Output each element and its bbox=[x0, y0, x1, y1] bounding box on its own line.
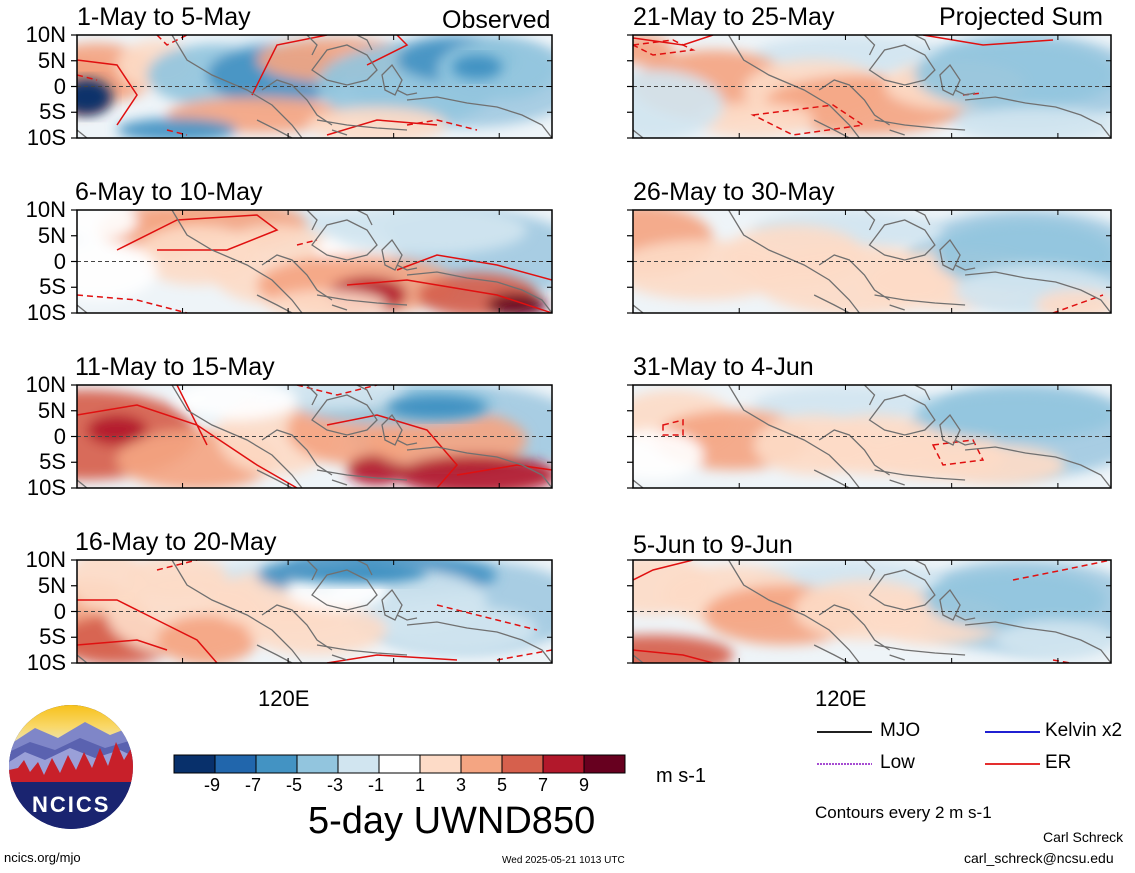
legend-low-label: Low bbox=[880, 752, 915, 773]
lat-label: 5N bbox=[37, 397, 66, 423]
lat-label: 0 bbox=[53, 598, 66, 624]
colorbar-swatch bbox=[583, 754, 626, 774]
colorbar-tick-label: 3 bbox=[455, 775, 466, 795]
colorbar-tick-label: -9 bbox=[203, 775, 220, 795]
colorbar-tick-label: -7 bbox=[244, 775, 261, 795]
colorbar-tick-label: 5 bbox=[496, 775, 507, 795]
colorbar-units: m s-1 bbox=[656, 765, 706, 787]
map-panel-right-4 bbox=[627, 559, 1112, 664]
author: Carl Schreck bbox=[1043, 829, 1124, 845]
timestamp: Wed 2025-05-21 1013 UTC bbox=[502, 855, 625, 866]
lon-label-left: 120E bbox=[258, 686, 310, 711]
panel-title-left-3: 11-May to 15-May bbox=[75, 353, 275, 381]
lat-label: 10S bbox=[26, 300, 66, 325]
lat-label: 0 bbox=[53, 423, 66, 449]
map-panel-left-1 bbox=[71, 34, 553, 139]
contour-note: Contours every 2 m s-1 bbox=[815, 803, 992, 822]
map-panel-left-4 bbox=[71, 559, 553, 664]
colorbar-tick-label: 9 bbox=[578, 775, 589, 795]
panel-title-right-4: 5-Jun to 9-Jun bbox=[633, 531, 793, 559]
lat-label: 5S bbox=[39, 99, 66, 125]
lon-label-right: 120E bbox=[815, 686, 867, 711]
colorbar-tick-label: -1 bbox=[367, 775, 384, 795]
colorbar-swatch bbox=[173, 754, 216, 774]
colorbar-swatch bbox=[501, 754, 544, 774]
lat-label: 5N bbox=[37, 572, 66, 598]
colorbar-tick-label: -5 bbox=[285, 775, 302, 795]
lat-label: 5S bbox=[39, 449, 66, 475]
map-panel-left-3 bbox=[71, 384, 553, 489]
colorbar-swatch bbox=[542, 754, 585, 774]
lat-label: 10N bbox=[25, 547, 66, 572]
lat-label: 5S bbox=[39, 624, 66, 650]
colorbar-swatch bbox=[214, 754, 257, 774]
main-title: 5-day UWND850 bbox=[308, 800, 596, 842]
colorbar-tick-label: 1 bbox=[414, 775, 425, 795]
colorbar-swatch bbox=[419, 754, 462, 774]
colorbar bbox=[173, 754, 626, 774]
projected-label: Projected Sum bbox=[939, 3, 1103, 31]
map-panel-left-2 bbox=[71, 209, 553, 314]
colorbar-tick-label: -3 bbox=[326, 775, 343, 795]
legend-mjo-label: MJO bbox=[880, 720, 921, 741]
panel-title-left-4: 16-May to 20-May bbox=[75, 528, 277, 556]
colorbar-swatch bbox=[378, 754, 421, 774]
website: ncics.org/mjo bbox=[4, 850, 81, 865]
legend-lines bbox=[817, 731, 1040, 765]
lat-label: 10S bbox=[26, 125, 66, 150]
panel-title-left-2: 6-May to 10-May bbox=[75, 178, 263, 206]
lat-label: 5N bbox=[37, 222, 66, 248]
map-panel-right-2 bbox=[627, 209, 1112, 314]
lat-label: 0 bbox=[53, 248, 66, 274]
panel-title-right-3: 31-May to 4-Jun bbox=[633, 353, 814, 381]
colorbar-swatch bbox=[460, 754, 503, 774]
lat-label: 10S bbox=[26, 475, 66, 500]
lat-label: 5S bbox=[39, 274, 66, 300]
lat-label: 10N bbox=[25, 372, 66, 397]
panel-title-right-2: 26-May to 30-May bbox=[633, 178, 835, 206]
logo-text: NCICS bbox=[32, 792, 111, 817]
panel-title-left-1: 1-May to 5-May bbox=[77, 3, 251, 31]
lat-label: 10N bbox=[25, 197, 66, 222]
legend-er-label: ER bbox=[1045, 752, 1072, 773]
map-panel-right-1 bbox=[627, 34, 1112, 139]
colorbar-swatch bbox=[296, 754, 339, 774]
colorbar-swatch bbox=[337, 754, 380, 774]
panel-title-right-1: 21-May to 25-May bbox=[633, 3, 835, 31]
colorbar-swatch bbox=[255, 754, 298, 774]
lat-label: 10N bbox=[25, 22, 66, 47]
legend-kelvin-label: Kelvin x2 bbox=[1045, 720, 1123, 741]
email: carl_schreck@ncsu.edu bbox=[964, 850, 1114, 866]
lat-label: 10S bbox=[26, 650, 66, 675]
observed-label: Observed bbox=[442, 6, 551, 34]
lat-label: 5N bbox=[37, 47, 66, 73]
map-panel-right-3 bbox=[627, 384, 1112, 489]
lat-label: 0 bbox=[53, 73, 66, 99]
map-panels bbox=[71, 34, 1112, 664]
colorbar-tick-label: 7 bbox=[537, 775, 548, 795]
